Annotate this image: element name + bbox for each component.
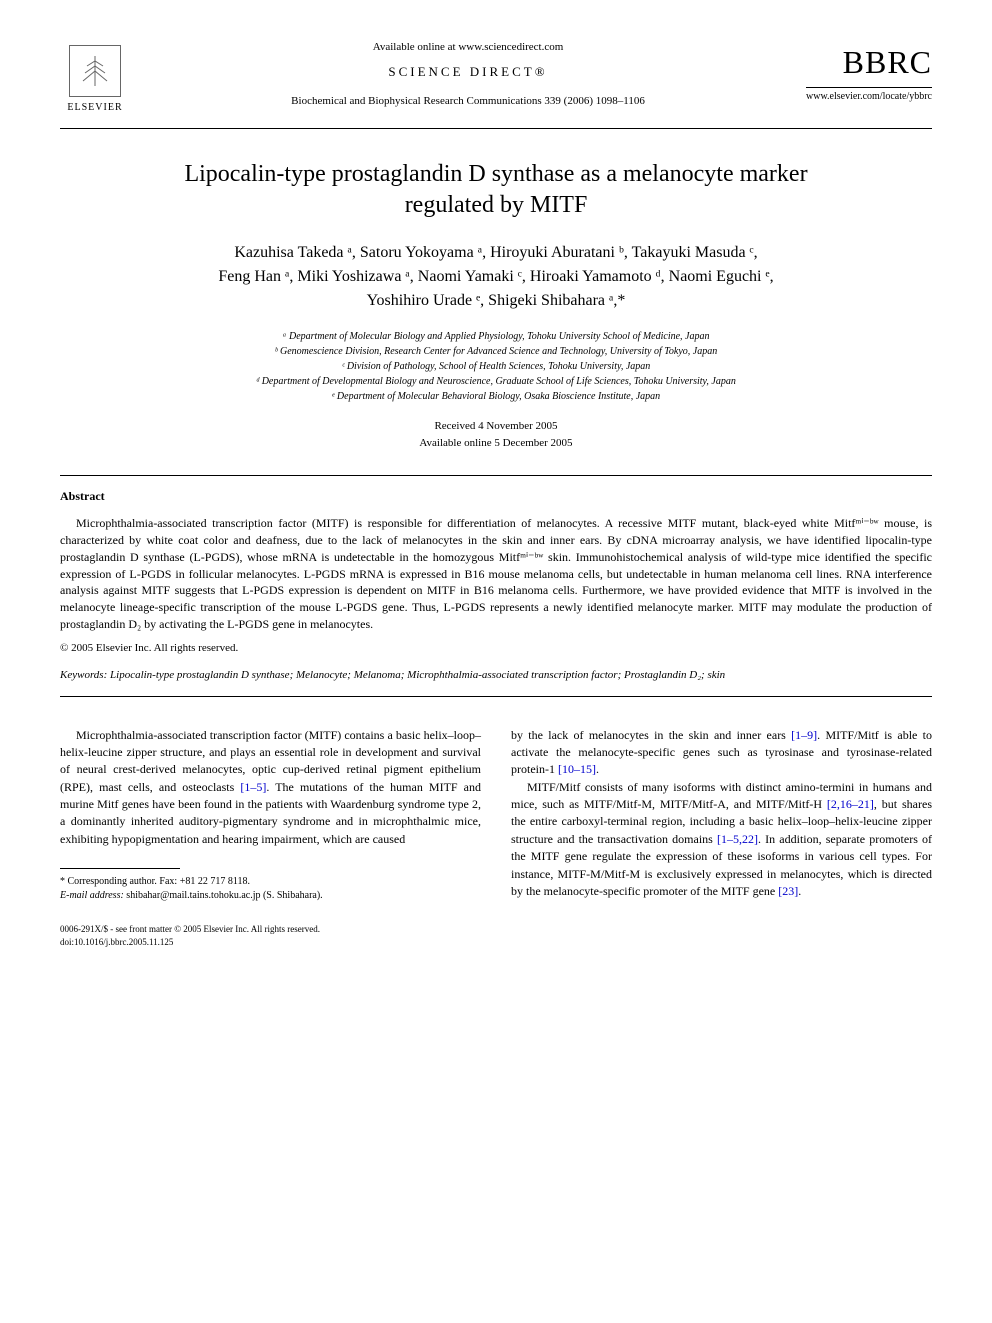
elsevier-logo: ELSEVIER — [60, 40, 130, 120]
ref-link[interactable]: [10–15] — [558, 762, 596, 776]
bbrc-divider — [806, 87, 932, 88]
footer-line-2: doi:10.1016/j.bbrc.2005.11.125 — [60, 936, 481, 949]
dates: Received 4 November 2005 Available onlin… — [60, 418, 932, 451]
footer-info: 0006-291X/$ - see front matter © 2005 El… — [60, 923, 481, 948]
affiliation-b: ᵇ Genomescience Division, Research Cente… — [60, 344, 932, 359]
abstract-body: Microphthalmia-associated transcription … — [60, 516, 932, 631]
sciencedirect-logo: SCIENCE DIRECT® — [150, 63, 786, 81]
footnote-email: E-mail address: shibahar@mail.tains.toho… — [60, 889, 481, 903]
abstract-copyright: © 2005 Elsevier Inc. All rights reserved… — [60, 641, 932, 656]
keywords-text: Lipocalin-type prostaglandin D synthase;… — [107, 669, 725, 681]
keywords: Keywords: Lipocalin-type prostaglandin D… — [60, 668, 932, 683]
header-center: Available online at www.sciencedirect.co… — [130, 40, 806, 109]
left-column: Microphthalmia-associated transcription … — [60, 727, 481, 949]
ref-link[interactable]: [1–5,22] — [717, 832, 758, 846]
abstract-heading: Abstract — [60, 488, 932, 505]
ref-link[interactable]: [23] — [778, 884, 798, 898]
ref-link[interactable]: [1–5] — [240, 780, 266, 794]
authors: Kazuhisa Takeda ᵃ, Satoru Yokoyama ᵃ, Hi… — [100, 241, 892, 313]
body-para-2: MITF/Mitf consists of many isoforms with… — [511, 779, 932, 901]
abstract-top-divider — [60, 475, 932, 476]
right-column: by the lack of melanocytes in the skin a… — [511, 727, 932, 949]
journal-citation: Biochemical and Biophysical Research Com… — [150, 94, 786, 109]
body-text: by the lack of melanocytes in the skin a… — [511, 728, 791, 742]
elsevier-label: ELSEVIER — [67, 101, 122, 115]
footnote-corresponding: * Corresponding author. Fax: +81 22 717 … — [60, 875, 481, 889]
authors-line-2: Feng Han ᵃ, Miki Yoshizawa ᵃ, Naomi Yama… — [218, 268, 773, 285]
abstract-text: Microphthalmia-associated transcription … — [60, 515, 932, 633]
ref-link[interactable]: [1–9] — [791, 728, 817, 742]
footnote-divider — [60, 868, 180, 869]
affiliations: ᵃ Department of Molecular Biology and Ap… — [60, 329, 932, 404]
elsevier-tree-icon — [69, 45, 121, 97]
body-para-1: Microphthalmia-associated transcription … — [60, 727, 481, 849]
header-divider — [60, 128, 932, 129]
affiliation-c: ᶜ Division of Pathology, School of Healt… — [60, 359, 932, 374]
received-date: Received 4 November 2005 — [60, 418, 932, 435]
keywords-label: Keywords: — [60, 669, 107, 681]
authors-line-1: Kazuhisa Takeda ᵃ, Satoru Yokoyama ᵃ, Hi… — [234, 244, 757, 261]
footer-line-1: 0006-291X/$ - see front matter © 2005 El… — [60, 923, 481, 936]
available-date: Available online 5 December 2005 — [60, 435, 932, 452]
available-online-text: Available online at www.sciencedirect.co… — [150, 40, 786, 55]
abstract-bottom-divider — [60, 696, 932, 697]
affiliation-d: ᵈ Department of Developmental Biology an… — [60, 374, 932, 389]
authors-line-3: Yoshihiro Urade ᵉ, Shigeki Shibahara ᵃ,* — [367, 292, 626, 309]
ref-link[interactable]: [2,16–21] — [827, 797, 874, 811]
body-text: . — [596, 762, 599, 776]
email-label: E-mail address: — [60, 890, 124, 901]
affiliation-e: ᵉ Department of Molecular Behavioral Bio… — [60, 389, 932, 404]
body-text: . — [798, 884, 801, 898]
body-columns: Microphthalmia-associated transcription … — [60, 727, 932, 949]
bbrc-box: BBRC www.elsevier.com/locate/ybbrc — [806, 40, 932, 104]
locate-url: www.elsevier.com/locate/ybbrc — [806, 90, 932, 104]
affiliation-a: ᵃ Department of Molecular Biology and Ap… — [60, 329, 932, 344]
bbrc-logo: BBRC — [806, 40, 932, 85]
email-address: shibahar@mail.tains.tohoku.ac.jp (S. Shi… — [124, 890, 323, 901]
body-para-1-cont: by the lack of melanocytes in the skin a… — [511, 727, 932, 779]
article-title: Lipocalin-type prostaglandin D synthase … — [140, 159, 852, 221]
header-row: ELSEVIER Available online at www.science… — [60, 40, 932, 120]
